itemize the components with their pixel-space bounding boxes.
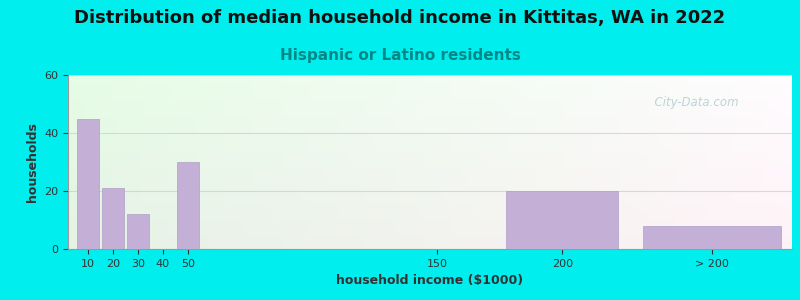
Text: Hispanic or Latino residents: Hispanic or Latino residents	[279, 48, 521, 63]
Bar	[177, 162, 199, 249]
Bar	[643, 226, 781, 249]
Bar	[506, 191, 618, 249]
Bar	[102, 188, 124, 249]
Bar	[77, 118, 99, 249]
Text: Distribution of median household income in Kittitas, WA in 2022: Distribution of median household income …	[74, 9, 726, 27]
Text: City-Data.com: City-Data.com	[647, 96, 739, 109]
Y-axis label: households: households	[26, 122, 38, 202]
X-axis label: household income ($1000): household income ($1000)	[337, 274, 523, 287]
Bar	[126, 214, 149, 249]
